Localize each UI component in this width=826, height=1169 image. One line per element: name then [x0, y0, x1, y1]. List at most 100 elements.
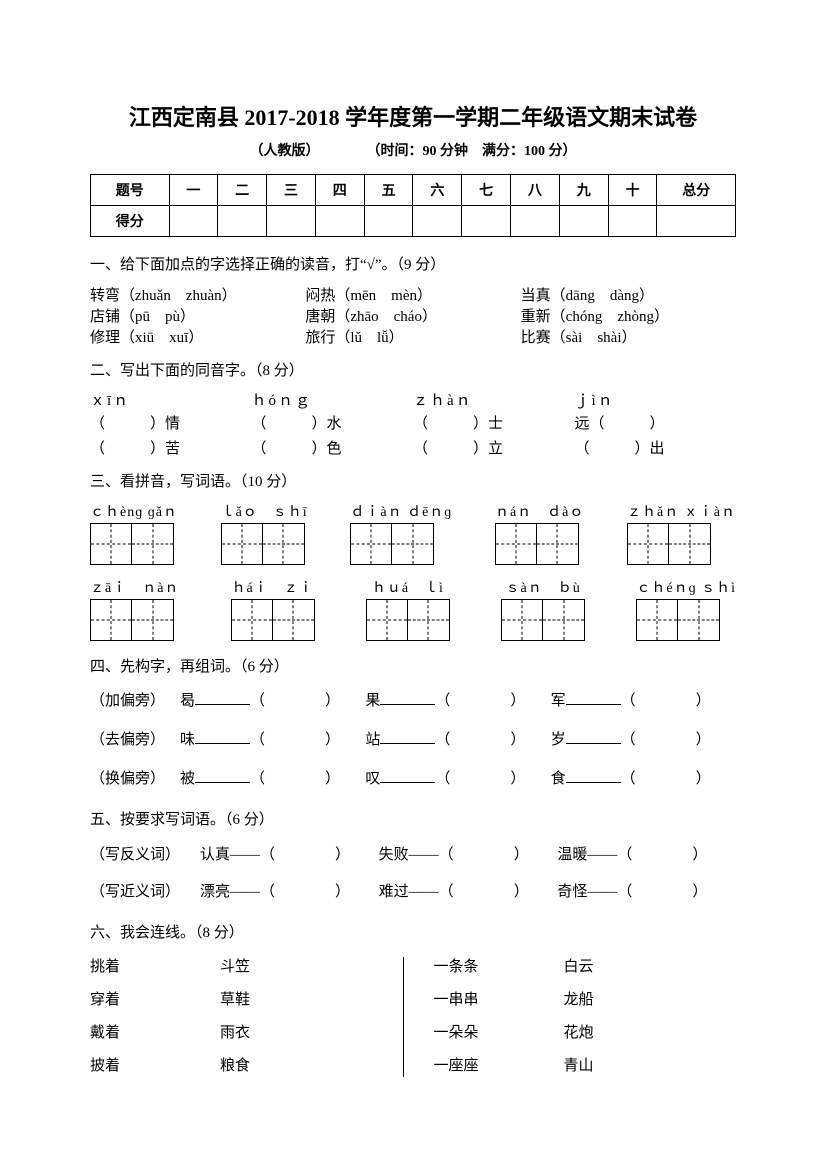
- fill-blank[interactable]: [380, 768, 435, 783]
- q2-pinyin: ｈóｎｇ: [252, 389, 414, 410]
- score-table: 题号 一 二 三 四 五 六 七 八 九 十 总分 得分: [90, 174, 736, 237]
- q1-item: 修理（xiū xuī）: [90, 326, 305, 347]
- fill-blank[interactable]: [195, 690, 250, 705]
- score-cell[interactable]: [413, 206, 462, 237]
- char-box[interactable]: [263, 523, 305, 565]
- q4-char: 叹: [365, 771, 380, 787]
- q5-word: 漂亮——（: [200, 884, 275, 900]
- q5-word: 奇怪——（: [557, 884, 632, 900]
- q2-blank[interactable]: （ ）士: [413, 412, 575, 433]
- q3-pinyin: ｎáｎ ｄàｏ: [495, 501, 584, 521]
- q6-r: 粮食: [220, 1050, 250, 1083]
- q6-l: 穿着: [90, 984, 220, 1017]
- char-box[interactable]: [90, 523, 132, 565]
- q4-char: 岁: [551, 732, 566, 748]
- fill-blank[interactable]: [566, 729, 621, 744]
- q5-body: （写反义词） 认真——（ ） 失败——（ ） 温暖——（ ） （写近义词） 漂亮…: [90, 839, 736, 909]
- q3-group: ｚｈǎｎ ｘｉàｎ: [627, 501, 736, 565]
- q3-group: ｄｉàｎ ｄēｎɡ: [350, 501, 452, 565]
- score-cell[interactable]: [462, 206, 511, 237]
- char-box[interactable]: [501, 599, 543, 641]
- q3-group: ｌǎｏ ｓｈī: [221, 501, 308, 565]
- char-box[interactable]: [392, 523, 434, 565]
- char-box[interactable]: [537, 523, 579, 565]
- q2-blank[interactable]: （ ）色: [252, 437, 414, 458]
- q1-heading: 一、给下面加点的字选择正确的读音，打“√”。（9 分）: [90, 251, 736, 280]
- char-box[interactable]: [636, 599, 678, 641]
- score-cell[interactable]: [267, 206, 316, 237]
- char-box[interactable]: [132, 599, 174, 641]
- char-box[interactable]: [221, 523, 263, 565]
- score-cell[interactable]: [315, 206, 364, 237]
- q3-group: ｈｕá ｌì: [366, 577, 450, 641]
- q2-pinyin: ｊìｎ: [575, 389, 737, 410]
- score-cell[interactable]: [169, 206, 218, 237]
- char-box[interactable]: [495, 523, 537, 565]
- q6-l: 一座座: [434, 1050, 564, 1083]
- th: 一: [169, 175, 218, 206]
- q2-pinyin: ｘīｎ: [90, 389, 252, 410]
- q1-row: 转弯（zhuǎn zhuàn） 闷热（mēn mèn） 当真（dāng dàng…: [90, 284, 736, 305]
- q3-group: ｃｈéｎɡ ｓｈì: [636, 577, 736, 641]
- q6-r: 花炮: [564, 1017, 594, 1050]
- q1-row: 店铺（pū pù） 唐朝（zhāo cháo） 重新（chóng zhòng）: [90, 305, 736, 326]
- q1-item: 闷热（mēn mèn）: [305, 284, 520, 305]
- q6-l: 一朵朵: [434, 1017, 564, 1050]
- q5-word: 失败——（: [379, 847, 454, 863]
- q3-pinyin: ｈｕá ｌì: [366, 577, 450, 597]
- q1-item: 转弯（zhuǎn zhuàn）: [90, 284, 305, 305]
- th: 三: [267, 175, 316, 206]
- q1-item: 唐朝（zhāo cháo）: [305, 305, 520, 326]
- q4-heading: 四、先构字，再组词。（6 分）: [90, 653, 736, 682]
- th: 九: [559, 175, 608, 206]
- char-box[interactable]: [273, 599, 315, 641]
- subtitle-time: （时间：90 分钟 满分：100 分）: [367, 144, 577, 159]
- q3-pinyin: ｚｈǎｎ ｘｉàｎ: [627, 501, 736, 521]
- score-cell[interactable]: [657, 206, 736, 237]
- q5-word: 温暖——（: [557, 847, 632, 863]
- char-box[interactable]: [669, 523, 711, 565]
- char-box[interactable]: [132, 523, 174, 565]
- char-box[interactable]: [231, 599, 273, 641]
- char-box[interactable]: [678, 599, 720, 641]
- char-box[interactable]: [543, 599, 585, 641]
- q2-blank[interactable]: （ ）情: [90, 412, 252, 433]
- q5-word: 认真——（: [200, 847, 275, 863]
- q4-char: 味: [180, 732, 195, 748]
- q2-blank[interactable]: （ ）立: [413, 437, 575, 458]
- score-cell[interactable]: [511, 206, 560, 237]
- char-box[interactable]: [350, 523, 392, 565]
- fill-blank[interactable]: [380, 690, 435, 705]
- score-cell[interactable]: [608, 206, 657, 237]
- char-box[interactable]: [90, 599, 132, 641]
- fill-blank[interactable]: [566, 690, 621, 705]
- fill-blank[interactable]: [566, 768, 621, 783]
- q6-right: 一条条白云 一串串龙船 一朵朵花炮 一座座青山: [434, 951, 737, 1083]
- q2-blank[interactable]: （ ）出: [575, 437, 737, 458]
- fill-blank[interactable]: [195, 768, 250, 783]
- score-cell[interactable]: [364, 206, 413, 237]
- q6-l: 一条条: [434, 951, 564, 984]
- th: 四: [315, 175, 364, 206]
- q2-blank-row: （ ）情 （ ）水 （ ）士 远（ ）: [90, 412, 736, 433]
- subtitle: （人教版） （时间：90 分钟 满分：100 分）: [90, 140, 736, 160]
- char-box[interactable]: [408, 599, 450, 641]
- q2-pinyin-row: ｘīｎ ｈóｎｇ ｚｈàｎ ｊìｎ: [90, 389, 736, 410]
- score-cell[interactable]: [218, 206, 267, 237]
- q2-blank[interactable]: 远（ ）: [575, 412, 737, 433]
- q4-char: 站: [365, 732, 380, 748]
- q3-pinyin: ｄｉàｎ ｄēｎɡ: [350, 501, 452, 521]
- char-box[interactable]: [627, 523, 669, 565]
- char-box[interactable]: [366, 599, 408, 641]
- score-cell[interactable]: [559, 206, 608, 237]
- q6-l: 披着: [90, 1050, 220, 1083]
- q4-char: 被: [180, 771, 195, 787]
- q3-pinyin: ｌǎｏ ｓｈī: [221, 501, 308, 521]
- th: 二: [218, 175, 267, 206]
- q5-word: 难过——（: [379, 884, 454, 900]
- fill-blank[interactable]: [380, 729, 435, 744]
- q2-blank[interactable]: （ ）水: [252, 412, 414, 433]
- q6-r: 斗笠: [220, 951, 250, 984]
- fill-blank[interactable]: [195, 729, 250, 744]
- q2-blank[interactable]: （ ）苦: [90, 437, 252, 458]
